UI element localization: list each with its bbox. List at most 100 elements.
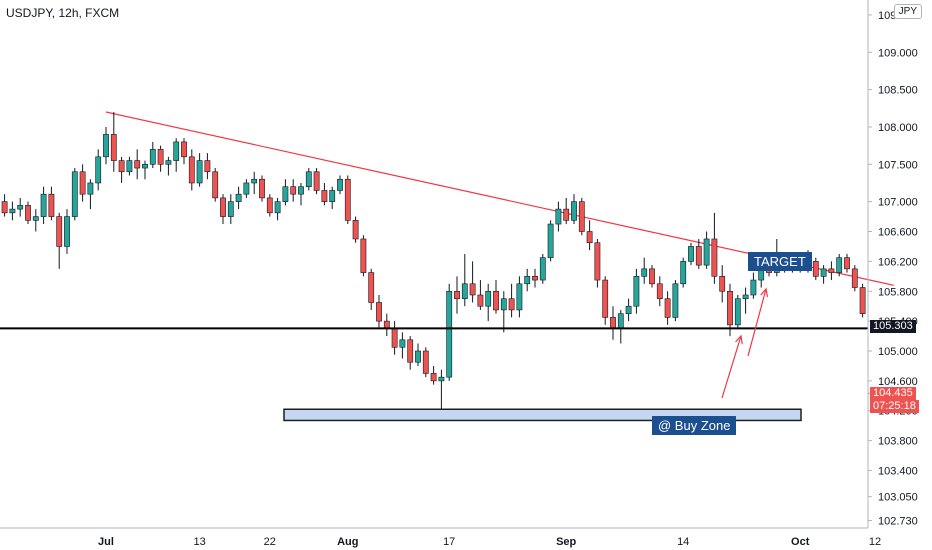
candle-body	[742, 294, 749, 300]
candles-layer	[1, 112, 866, 412]
candle-body	[563, 208, 570, 221]
candle-body	[243, 182, 250, 195]
price-tick-label: 107.500	[878, 159, 918, 171]
candle-body	[181, 141, 187, 158]
candle-body	[524, 276, 531, 285]
candle-body	[376, 302, 382, 322]
candle-body	[836, 257, 843, 273]
candle-body	[438, 376, 445, 382]
candle-body	[649, 268, 655, 285]
price-tick-label: 103.800	[878, 436, 918, 448]
candle-body	[204, 160, 211, 173]
candle-body	[578, 201, 585, 232]
candle-body	[656, 283, 663, 300]
candle-body	[820, 268, 827, 277]
candle-body	[321, 190, 328, 202]
candle-body	[633, 276, 640, 307]
candle-body	[259, 178, 265, 199]
candle-body	[695, 246, 702, 266]
candle-body	[454, 290, 460, 300]
projection-arrow-1-head	[735, 334, 743, 344]
time-tick-label: 13	[193, 536, 205, 548]
candle-body	[672, 283, 679, 318]
time-tick-label: Jul	[98, 536, 114, 548]
price-tick-label: 103.050	[878, 492, 918, 504]
price-tick-label: 104.600	[878, 376, 918, 388]
level-price-label: 105.303	[870, 320, 916, 333]
candle-body	[32, 216, 39, 221]
price-tick-label: 105.000	[878, 346, 918, 358]
candle-body	[547, 223, 554, 258]
bar-countdown-label: 07:25:18	[870, 400, 919, 413]
candle-body	[446, 290, 453, 378]
candle-body	[196, 160, 203, 184]
candle-body	[103, 134, 109, 158]
candle-body	[220, 197, 226, 217]
candle-body	[165, 160, 172, 165]
candle-body	[711, 238, 718, 277]
candle-body	[48, 193, 55, 217]
projection-arrow-2-head	[760, 287, 769, 297]
price-tick-label: 108.000	[878, 122, 918, 134]
candle-body	[422, 350, 429, 374]
time-tick-label: 14	[677, 536, 689, 548]
candle-body	[719, 276, 726, 292]
candle-body	[290, 186, 297, 195]
candle-body	[368, 272, 375, 303]
buy-zone-box[interactable]	[283, 408, 802, 422]
price-tick-label: 109.000	[878, 47, 918, 59]
candle-body	[329, 190, 336, 202]
candle-body	[469, 283, 476, 296]
candle-body	[844, 257, 850, 270]
candle-body	[212, 171, 219, 199]
buy-zone-label: @ Buy Zone	[652, 416, 737, 435]
candle-body	[680, 261, 687, 285]
candle-body	[610, 317, 616, 329]
candle-body	[251, 178, 258, 184]
time-tick-label: Sep	[556, 536, 576, 548]
time-tick-label: Aug	[337, 536, 358, 548]
candle-body	[461, 283, 468, 300]
candle-body	[485, 290, 492, 307]
candle-body	[664, 298, 671, 318]
currency-unit-badge[interactable]: JPY	[893, 4, 922, 19]
candle-body	[64, 216, 70, 247]
candle-body	[25, 205, 31, 221]
candle-body	[305, 171, 312, 188]
candle-body	[56, 216, 63, 247]
projection-arrow-1	[721, 335, 742, 399]
candle-body	[407, 339, 414, 363]
candle-body	[274, 201, 281, 214]
last-price-label: 104.435	[870, 387, 916, 400]
candle-body	[298, 186, 304, 195]
candle-body	[235, 193, 242, 202]
projection-arrow-2	[747, 288, 767, 357]
candle-body	[391, 328, 398, 348]
candle-body	[625, 305, 632, 314]
price-tick-label: 108.500	[878, 85, 918, 97]
time-axis[interactable]: Jul 13 22 Aug 17 Sep 14 Oct 12	[0, 527, 881, 548]
candle-body	[594, 242, 601, 281]
price-tick-label: 103.400	[878, 465, 918, 477]
candle-body	[415, 350, 421, 363]
candle-body	[173, 141, 180, 161]
candle-body	[157, 149, 164, 165]
candle-body	[734, 298, 741, 326]
time-tick-label: 12	[869, 536, 881, 548]
candle-body	[344, 178, 351, 221]
candle-body	[516, 283, 523, 311]
price-axis[interactable]: 109.500109.000108.500108.000107.500107.0…	[867, 0, 918, 528]
candle-body	[95, 156, 102, 184]
candle-body	[360, 238, 367, 273]
candle-body	[1, 201, 8, 214]
candle-body	[313, 171, 320, 191]
candle-body	[812, 261, 819, 277]
time-tick-label: 17	[443, 536, 455, 548]
candle-body	[571, 201, 577, 221]
candle-body	[555, 208, 562, 225]
chart-title: USDJPY, 12h, FXCM	[6, 6, 120, 20]
candle-body	[188, 156, 195, 184]
time-tick-label: 22	[264, 536, 276, 548]
candle-body	[430, 373, 437, 382]
